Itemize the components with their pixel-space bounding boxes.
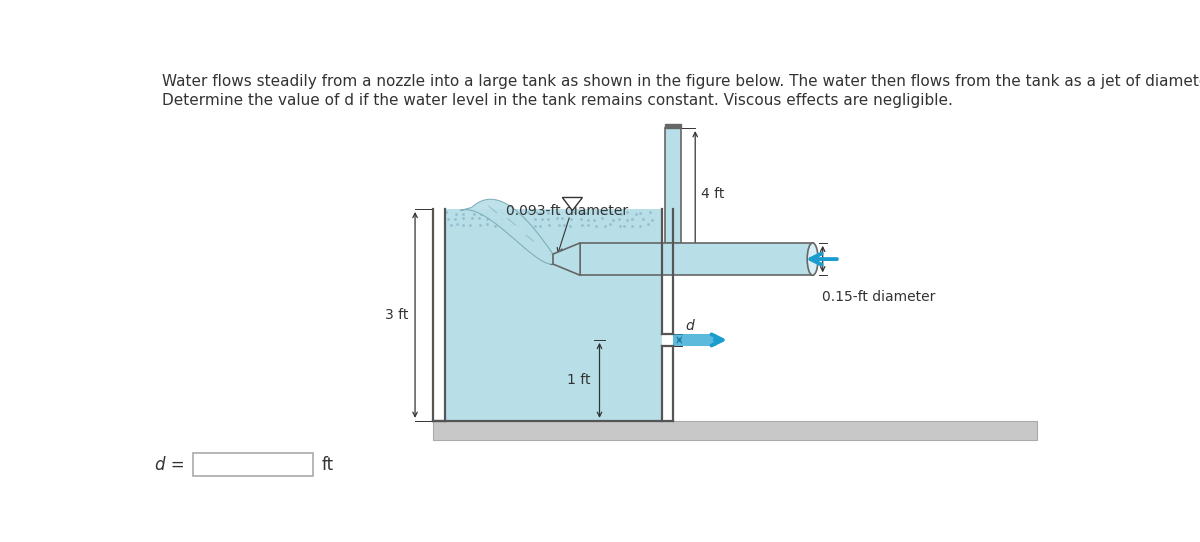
Bar [665, 124, 682, 128]
Polygon shape [553, 243, 580, 275]
Text: Determine the value of d if the water level in the tank remains constant. Viscou: Determine the value of d if the water le… [162, 93, 953, 108]
Polygon shape [460, 199, 553, 264]
FancyBboxPatch shape [193, 453, 313, 476]
Bar [673, 334, 715, 346]
Ellipse shape [808, 243, 818, 275]
Text: 0.093-ft diameter: 0.093-ft diameter [506, 204, 629, 218]
Text: 1 ft: 1 ft [566, 373, 590, 388]
Polygon shape [563, 197, 582, 211]
Text: d: d [685, 319, 695, 333]
Text: 3 ft: 3 ft [385, 308, 409, 322]
Bar [665, 128, 682, 243]
Bar [580, 243, 812, 275]
Text: 4 ft: 4 ft [702, 186, 725, 201]
Text: Water flows steadily from a nozzle into a large tank as shown in the figure belo: Water flows steadily from a nozzle into … [162, 74, 1200, 89]
Text: ft: ft [322, 456, 334, 474]
Text: d =: d = [155, 456, 185, 474]
Text: 0.15-ft diameter: 0.15-ft diameter [822, 290, 935, 304]
Bar [433, 421, 1037, 440]
Bar [444, 209, 661, 421]
